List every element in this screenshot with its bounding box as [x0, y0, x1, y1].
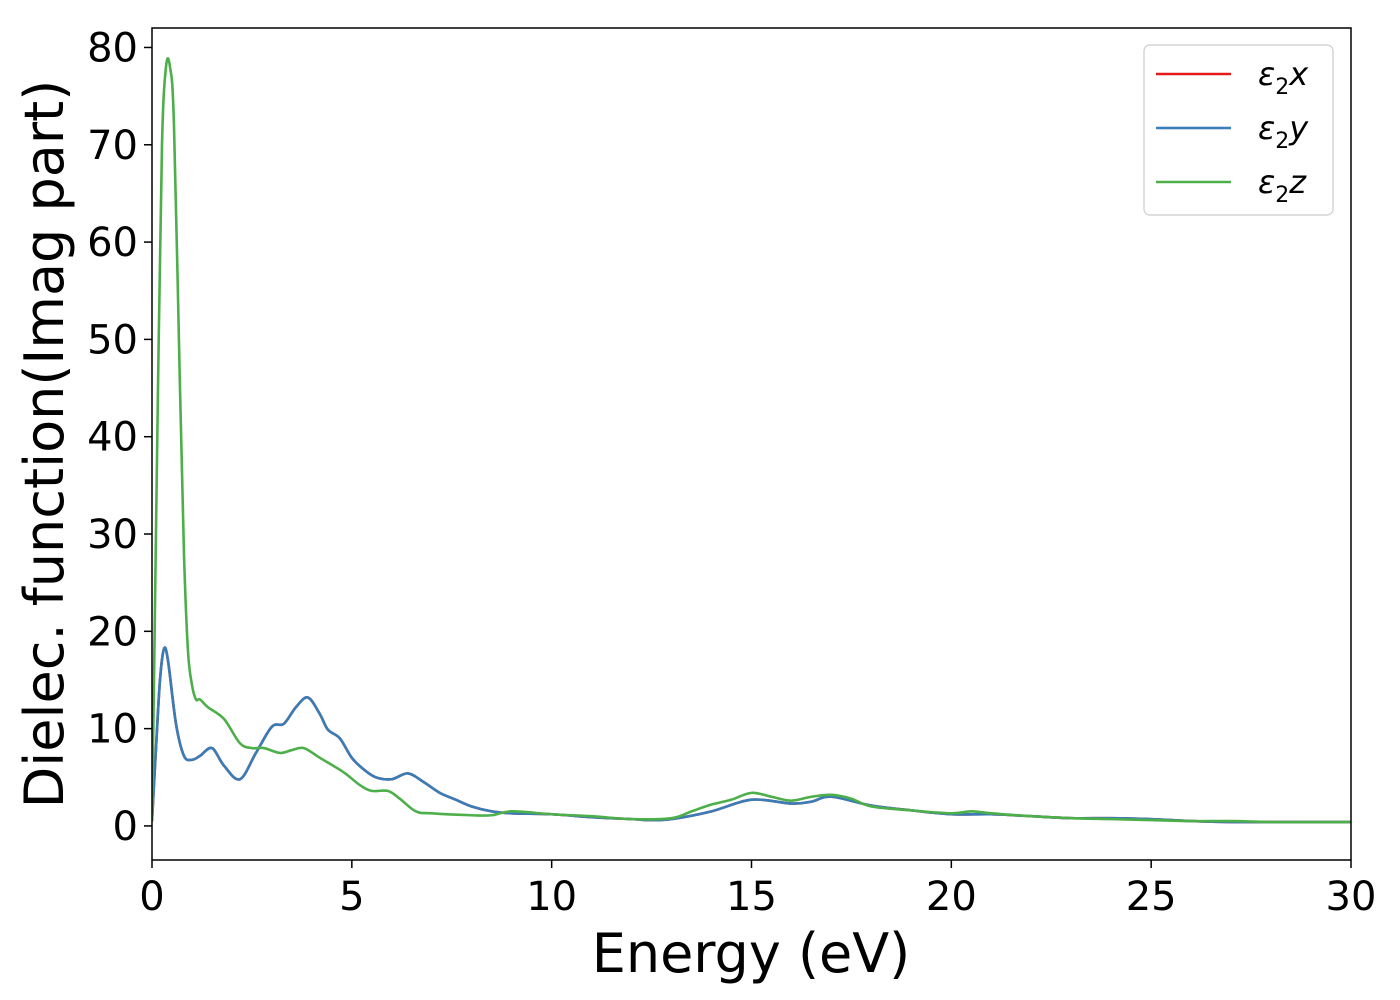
x-tick-label: 15	[726, 874, 777, 920]
x-axis-title: Energy (eV)	[592, 922, 911, 985]
x-tick-label: 0	[139, 874, 164, 920]
y-tick-label: 40	[87, 415, 138, 461]
y-tick-label: 10	[87, 707, 138, 753]
legend-label-y: ε2y	[1258, 109, 1309, 154]
y-tick-label: 80	[87, 25, 138, 71]
series-line-z	[152, 57, 1351, 824]
x-tick-label: 30	[1326, 874, 1377, 920]
y-tick-label: 30	[87, 512, 138, 558]
y-tick-label: 20	[87, 609, 138, 655]
legend: ε2x ε2y ε2z	[1143, 44, 1334, 216]
y-tick-label: 70	[87, 123, 138, 169]
legend-label-z: ε2z	[1258, 163, 1307, 208]
x-tick-label: 25	[1126, 874, 1177, 920]
x-axis: 0 5 10 15 20 25 30	[139, 860, 1376, 920]
legend-box	[1143, 44, 1334, 216]
y-tick-label: 60	[87, 220, 138, 266]
series-line-y	[152, 646, 1351, 824]
y-tick-label: 0	[113, 804, 138, 850]
series-line-x	[152, 646, 1351, 824]
y-axis: 0 10 20 30 40 50 60 70 80	[87, 25, 152, 850]
x-tick-label: 10	[526, 874, 577, 920]
y-tick-label: 50	[87, 317, 138, 363]
legend-label-x: ε2x	[1258, 55, 1309, 100]
x-tick-label: 5	[339, 874, 364, 920]
y-axis-title: Dielec. function(Imag part)	[13, 80, 76, 809]
series-layer	[152, 57, 1351, 824]
x-tick-label: 20	[926, 874, 977, 920]
